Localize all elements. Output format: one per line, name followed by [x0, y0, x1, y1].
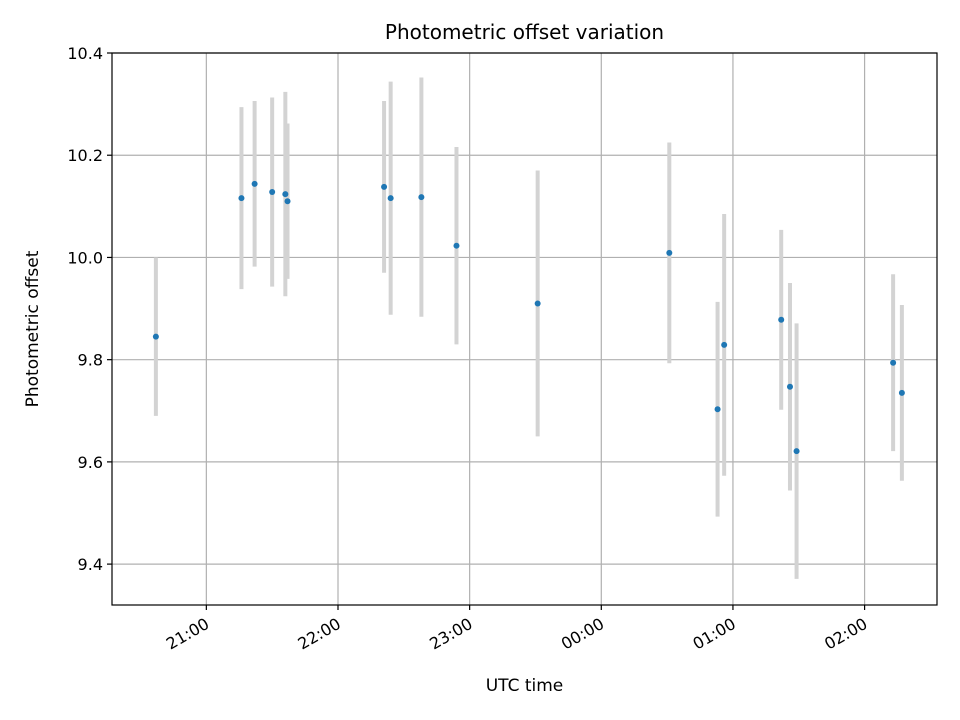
y-axis-label: Photometric offset: [23, 250, 43, 407]
data-point: [284, 198, 291, 205]
data-point: [387, 195, 394, 202]
y-tick-label: 9.8: [78, 351, 103, 370]
data-point: [890, 359, 897, 366]
y-tick-label: 10.0: [67, 248, 103, 267]
data-point: [269, 189, 276, 196]
data-point: [714, 406, 721, 413]
data-point: [238, 195, 245, 202]
data-point: [381, 183, 388, 190]
data-point: [786, 383, 793, 390]
y-tick-label: 9.4: [78, 555, 103, 574]
y-tick-label: 10.2: [67, 146, 103, 165]
data-point: [721, 341, 728, 348]
data-point: [453, 242, 460, 249]
plot-frame: [111, 52, 938, 606]
data-point: [152, 333, 159, 340]
chart-title: Photometric offset variation: [385, 20, 664, 44]
grid: [112, 52, 937, 605]
data-point: [793, 448, 800, 455]
x-axis-label: UTC time: [486, 676, 564, 696]
data-point: [418, 194, 425, 201]
data-point: [282, 191, 289, 198]
y-axis-ticks: 9.4 9.6 9.8 10.0 10.2 10.4: [67, 44, 112, 574]
data-points: [152, 180, 905, 455]
y-tick-label: 10.4: [67, 44, 103, 63]
y-tick-label: 9.6: [78, 453, 103, 472]
data-point: [251, 180, 258, 187]
data-point: [778, 316, 785, 323]
data-point: [898, 389, 905, 396]
data-point: [666, 249, 673, 256]
data-point: [534, 300, 541, 307]
